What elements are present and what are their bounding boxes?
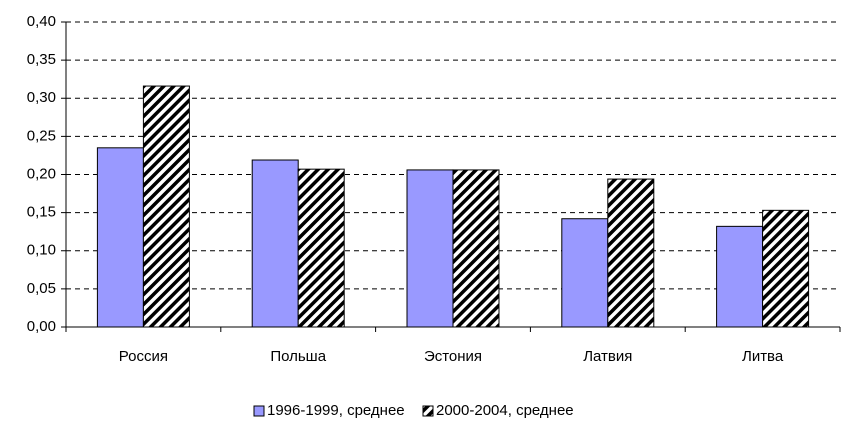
bar (406, 169, 454, 328)
bar (561, 218, 609, 328)
y-tick-label: 0,30 (27, 89, 56, 106)
bar (716, 225, 764, 328)
y-tick-label: 0,00 (27, 318, 56, 335)
x-tick-label: Польша (270, 348, 326, 365)
y-tick-label: 0,40 (27, 13, 56, 30)
x-tick-label: Латвия (583, 348, 632, 365)
legend-swatch (422, 405, 434, 417)
bar (96, 147, 144, 328)
x-tick-label: Литва (742, 348, 784, 365)
x-tick-label: Эстония (424, 348, 482, 365)
bar (452, 169, 500, 328)
y-tick-label: 0,35 (27, 51, 56, 68)
bar (762, 209, 810, 328)
legend-swatch (253, 405, 265, 417)
y-tick-label: 0,25 (27, 127, 56, 144)
bar (297, 168, 345, 328)
legend-label: 1996-1999, среднее (267, 402, 405, 419)
y-tick-label: 0,10 (27, 242, 56, 259)
bar (607, 178, 655, 328)
x-tick-label: Россия (119, 348, 168, 365)
bar (251, 159, 299, 328)
bar (142, 85, 190, 328)
y-tick-label: 0,20 (27, 165, 56, 182)
legend-label: 2000-2004, среднее (436, 402, 574, 419)
y-tick-label: 0,15 (27, 204, 56, 221)
y-tick-label: 0,05 (27, 280, 56, 297)
